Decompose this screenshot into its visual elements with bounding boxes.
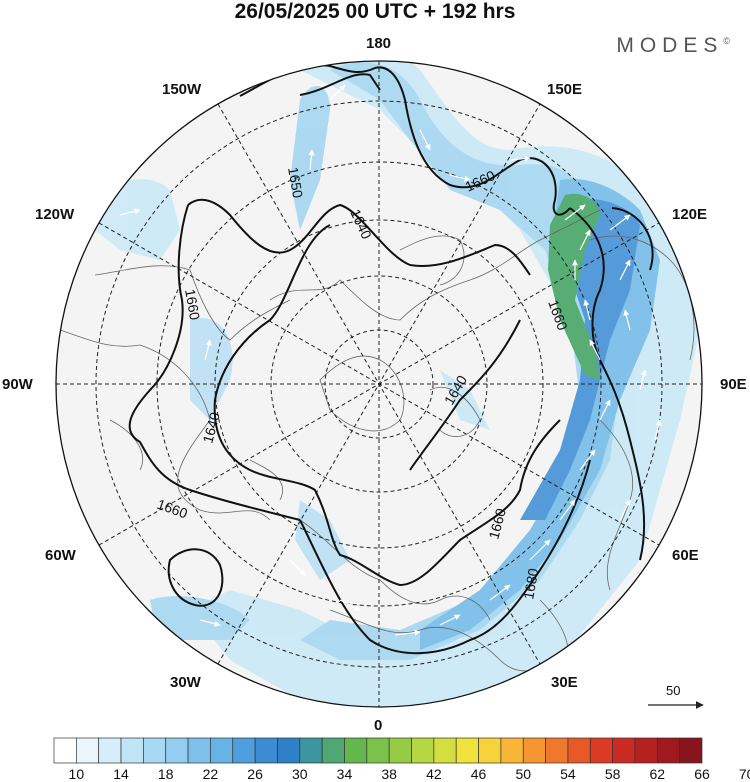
contour-label: 1660 xyxy=(182,288,203,322)
colorbar-swatch xyxy=(545,737,569,764)
colorbar-swatch xyxy=(634,737,658,764)
chart-title: 26/05/2025 00 UTC + 192 hrs xyxy=(234,0,516,23)
colorbar-tick-label: 30 xyxy=(291,766,308,782)
colorbar-swatch xyxy=(388,737,412,764)
colorbar-tick-label: 66 xyxy=(694,766,710,782)
colorbar-swatch xyxy=(98,737,122,764)
lon-label-90w: 90W xyxy=(2,376,33,393)
wind-vectors xyxy=(119,84,662,636)
colorbar-swatch xyxy=(53,737,77,764)
colorbar-tick-label: 14 xyxy=(113,766,129,782)
colorbar-swatch xyxy=(75,737,100,764)
colorbar-swatch xyxy=(522,737,546,764)
colorbar-swatch xyxy=(656,737,681,764)
colorbar-tick-label: 42 xyxy=(426,766,442,782)
coastlines xyxy=(59,209,695,681)
contour-label: 1660 xyxy=(485,506,509,540)
colorbar-swatch xyxy=(210,737,234,764)
colorbar-tick-label: 34 xyxy=(336,766,353,782)
modes-logo: MODES© xyxy=(616,34,730,58)
contour-label-group: 1650 1660 1640 1660 1640 1640 1660 1660 … xyxy=(155,166,571,601)
colorbar-swatch xyxy=(411,737,435,764)
lon-label-120e: 120E xyxy=(672,206,708,223)
colorbar-tick-label: 54 xyxy=(560,766,576,782)
lon-label-60e: 60E xyxy=(672,547,699,564)
colorbar-swatch xyxy=(165,737,189,764)
map-border xyxy=(55,60,703,708)
vector-scale-label: 50 xyxy=(666,683,681,698)
colorbar-swatch xyxy=(344,737,368,764)
colorbar-tick-label: 26 xyxy=(247,766,263,782)
colorbar-swatch xyxy=(589,737,613,764)
colorbar-swatch xyxy=(366,737,390,764)
colorbar-swatch xyxy=(299,737,323,764)
colorbar-tick-label: 58 xyxy=(604,766,621,782)
colorbar-swatch xyxy=(143,737,167,764)
colorbar-swatch xyxy=(679,737,703,764)
colorbar-swatch xyxy=(120,737,144,764)
lon-label-150e: 150E xyxy=(547,81,583,98)
contour-label: 1650 xyxy=(285,166,306,200)
colorbar-tick-label: 22 xyxy=(202,766,219,782)
colorbar-tick-label: 62 xyxy=(649,766,666,782)
colorbar-tick-label: 18 xyxy=(157,766,174,782)
lon-label-120w: 120W xyxy=(35,206,75,223)
colorbar-swatch xyxy=(433,737,457,764)
colorbar-swatch xyxy=(277,737,301,764)
lon-label-150w: 150W xyxy=(162,81,202,98)
brand-name: MODES xyxy=(616,34,724,57)
colorbar-swatch xyxy=(321,737,345,764)
colorbar-swatch xyxy=(567,737,591,764)
lon-label-60w: 60W xyxy=(45,547,76,564)
colorbar-tick-label: 10 xyxy=(68,766,85,782)
colorbar-swatch xyxy=(254,737,278,764)
lon-label-180: 180 xyxy=(366,35,392,52)
colorbar-tick-label: 70 xyxy=(738,766,750,782)
colorbar-tick-label: 46 xyxy=(470,766,487,782)
colorbar-swatch xyxy=(500,737,524,764)
colorbar-swatch xyxy=(612,737,636,764)
contour-label: 1680 xyxy=(520,567,541,601)
colorbar xyxy=(53,737,703,764)
colorbar-swatch xyxy=(232,737,256,764)
contour-label: 1640 xyxy=(199,410,223,444)
lon-label-30w: 30W xyxy=(170,674,201,691)
colorbar-tick-label: 50 xyxy=(515,766,532,782)
colorbar-swatch xyxy=(455,737,479,764)
colorbar-tick-label: 38 xyxy=(381,766,397,782)
copyright-mark: © xyxy=(723,36,730,46)
lon-label-30e: 30E xyxy=(551,674,578,691)
height-contours xyxy=(128,63,654,655)
colorbar-swatch xyxy=(187,737,211,764)
colorbar-swatch xyxy=(478,737,502,764)
lon-label-90e: 90E xyxy=(720,376,747,393)
lon-label-0: 0 xyxy=(374,717,383,734)
